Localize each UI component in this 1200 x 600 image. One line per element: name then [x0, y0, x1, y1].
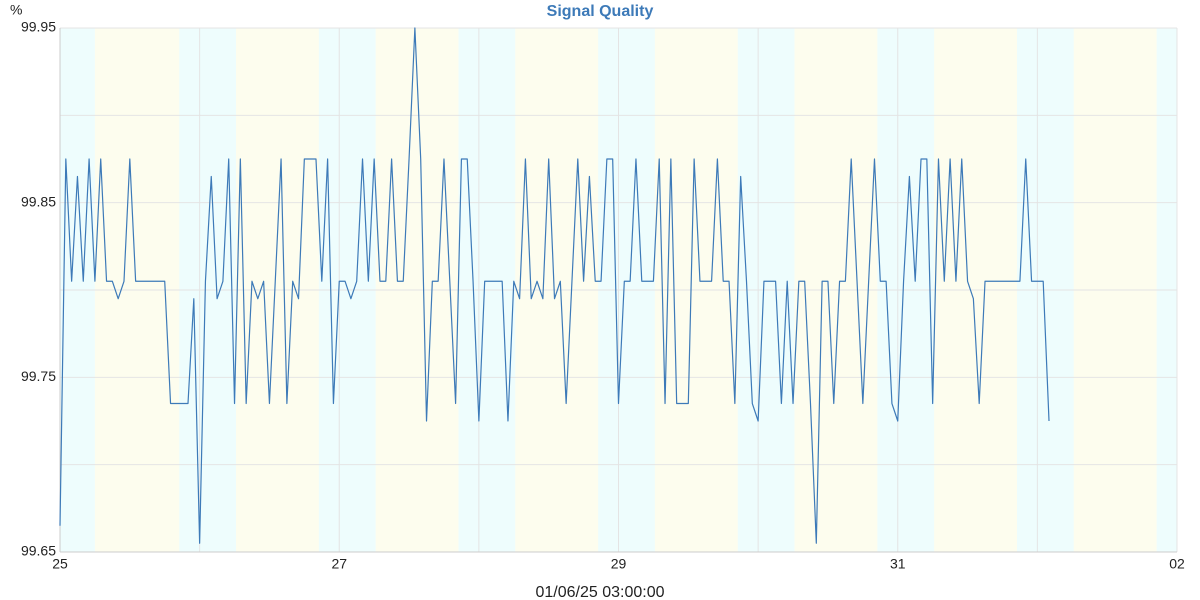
chart-title: Signal Quality: [547, 3, 654, 20]
x-tick-label: 27: [331, 556, 347, 572]
x-tick-label: 29: [611, 556, 627, 572]
y-tick-label: 99.85: [21, 193, 56, 209]
data-line: [59, 27, 1050, 544]
y-tick-label: 99.95: [21, 19, 56, 35]
x-tick-label: 02: [1169, 556, 1185, 572]
y-tick-label: 99.65: [21, 543, 56, 559]
x-caption: 01/06/25 03:00:00: [535, 584, 664, 600]
y-unit: %: [10, 2, 22, 18]
y-tick-label: 99.75: [21, 368, 56, 384]
x-tick-label: 25: [52, 556, 68, 572]
x-tick-label: 31: [890, 556, 906, 572]
